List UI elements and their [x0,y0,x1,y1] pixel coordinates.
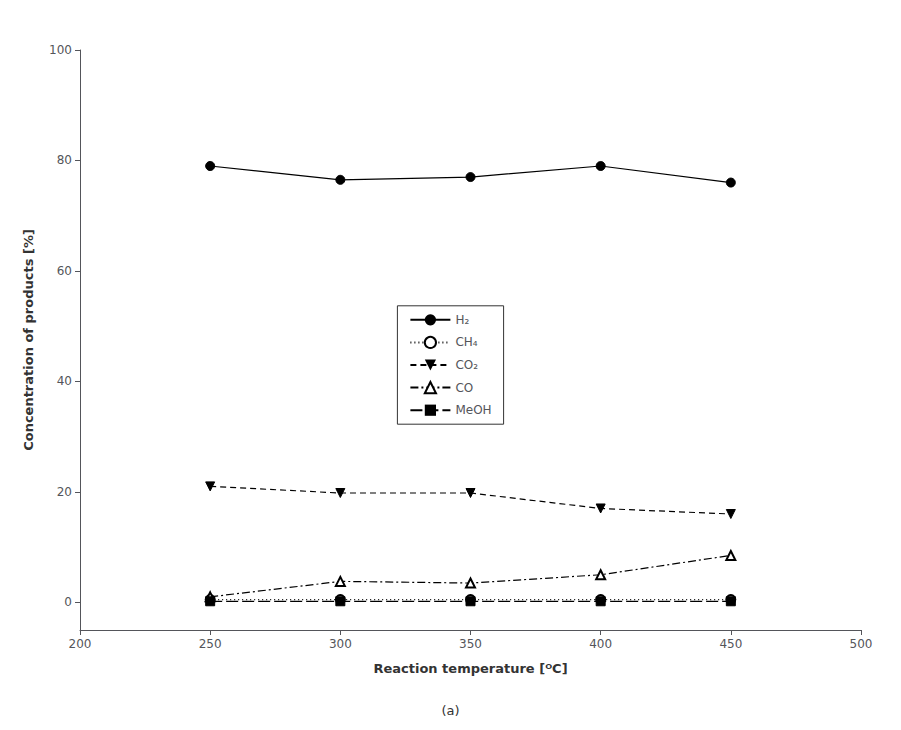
svg-text:400: 400 [589,637,612,651]
svg-text:60: 60 [57,264,72,278]
svg-text:350: 350 [459,637,482,651]
svg-text:CH₄: CH₄ [455,335,477,349]
svg-text:200: 200 [69,637,92,651]
svg-text:250: 250 [199,637,222,651]
svg-text:20: 20 [57,485,72,499]
svg-text:Reaction temperature [ᴼC]: Reaction temperature [ᴼC] [373,661,567,676]
svg-text:0: 0 [64,595,72,609]
svg-text:40: 40 [57,374,72,388]
svg-text:H₂: H₂ [455,313,469,327]
svg-text:450: 450 [719,637,742,651]
svg-text:MeOH: MeOH [455,403,491,417]
svg-text:300: 300 [329,637,352,651]
svg-text:500: 500 [850,637,873,651]
svg-text:Concentration of products [%]: Concentration of products [%] [21,229,36,451]
svg-text:CO: CO [455,381,473,395]
svg-text:80: 80 [57,153,72,167]
svg-text:CO₂: CO₂ [455,358,478,372]
svg-text:100: 100 [49,43,72,57]
svg-text:(a): (a) [441,703,459,718]
